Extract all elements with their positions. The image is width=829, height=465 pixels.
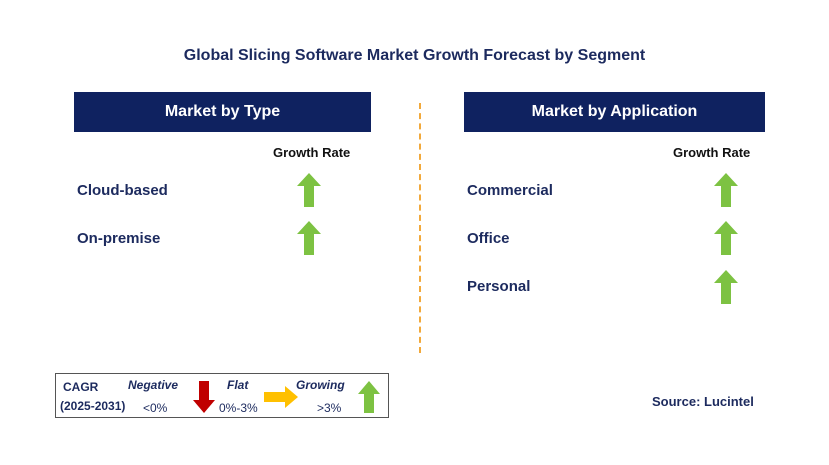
segment-label-office: Office <box>467 230 510 247</box>
up-arrow-icon <box>297 173 321 207</box>
legend-growing-label: Growing <box>296 378 345 392</box>
up-arrow-icon <box>714 270 738 304</box>
type-growth-rate-header: Growth Rate <box>273 145 351 160</box>
up-arrow-icon <box>714 221 738 255</box>
legend-period: (2025-2031) <box>60 399 126 413</box>
up-arrow-icon <box>358 381 380 413</box>
market-by-type-header: Market by Type <box>74 92 371 132</box>
legend-negative-label: Negative <box>128 378 179 392</box>
panel-divider <box>419 103 421 353</box>
segment-label-personal: Personal <box>467 278 531 295</box>
market-by-application-header: Market by Application <box>464 92 765 132</box>
right-arrow-icon <box>264 386 298 408</box>
application-growth-rate-header: Growth Rate <box>673 145 751 160</box>
segment-label-on-premise: On-premise <box>77 230 161 247</box>
legend-cagr-label: CAGR <box>63 380 99 394</box>
cagr-legend: CAGR (2025-2031) Negative <0% Flat 0%-3%… <box>55 373 389 418</box>
page-title: Global Slicing Software Market Growth Fo… <box>183 47 646 64</box>
up-arrow-icon <box>297 221 321 255</box>
legend-flat-range: 0%-3% <box>219 401 258 415</box>
up-arrow-icon <box>714 173 738 207</box>
legend-growing-range: >3% <box>317 401 342 415</box>
down-arrow-icon <box>193 381 215 413</box>
segment-label-commercial: Commercial <box>467 182 553 199</box>
source-credit: Source: Lucintel <box>652 394 754 409</box>
segment-label-cloud-based: Cloud-based <box>77 182 168 199</box>
legend-negative-range: <0% <box>143 401 168 415</box>
legend-flat-label: Flat <box>227 378 249 392</box>
